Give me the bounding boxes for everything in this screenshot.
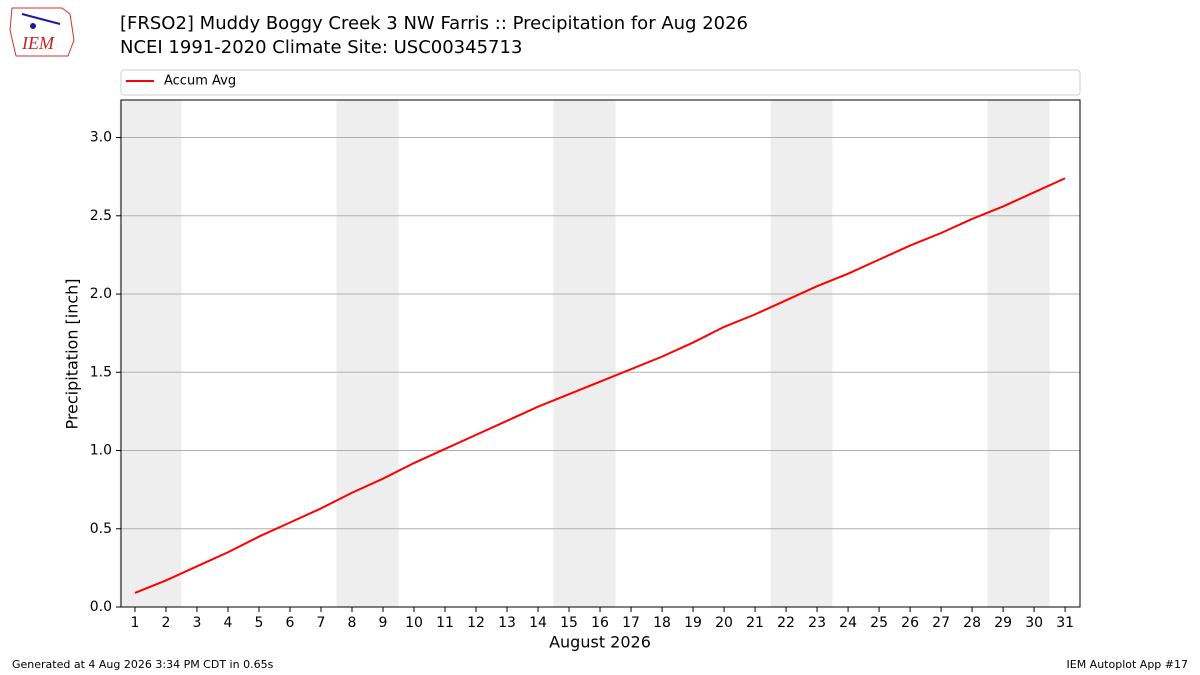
x-tick-label: 13 — [498, 615, 516, 631]
x-tick-label: 29 — [994, 615, 1012, 631]
y-tick-label: 0.0 — [90, 599, 112, 615]
x-tick-label: 17 — [622, 615, 640, 631]
weekend-shade — [336, 100, 399, 607]
x-tick-label: 20 — [715, 615, 733, 631]
weekend-shade — [770, 100, 833, 607]
x-tick-label: 24 — [839, 615, 857, 631]
x-tick-label: 8 — [348, 615, 357, 631]
x-tick-label: 14 — [529, 615, 547, 631]
chart-title: [FRSO2] Muddy Boggy Creek 3 NW Farris ::… — [120, 13, 748, 34]
x-tick-label: 25 — [870, 615, 888, 631]
x-tick-label: 6 — [286, 615, 295, 631]
logo-text: IEM — [21, 33, 55, 53]
y-tick-label: 1.5 — [90, 364, 112, 380]
x-tick-label: 22 — [777, 615, 795, 631]
weekend-shade — [987, 100, 1050, 607]
y-tick-label: 2.0 — [90, 286, 112, 302]
x-tick-label: 15 — [560, 615, 578, 631]
plot-frame — [120, 99, 1081, 608]
x-tick-label: 3 — [193, 615, 202, 631]
x-tick-label: 9 — [379, 615, 388, 631]
x-tick-label: 26 — [901, 615, 919, 631]
y-tick-label: 1.0 — [90, 443, 112, 459]
x-tick-label: 5 — [255, 615, 264, 631]
legend-box — [120, 69, 1081, 96]
y-tick-label: 3.0 — [90, 130, 112, 146]
x-tick-label: 16 — [591, 615, 609, 631]
x-tick-label: 10 — [405, 615, 423, 631]
legend-label: Accum Avg — [164, 74, 236, 89]
x-tick-label: 19 — [684, 615, 702, 631]
x-tick-label: 7 — [317, 615, 326, 631]
x-tick-label: 4 — [224, 615, 233, 631]
x-tick-label: 28 — [963, 615, 981, 631]
x-tick-label: 30 — [1025, 615, 1043, 631]
weekend-shade — [119, 100, 182, 607]
y-tick-label: 2.5 — [90, 208, 112, 224]
footer-right: IEM Autoplot App #17 — [1067, 658, 1189, 671]
x-tick-label: 27 — [932, 615, 950, 631]
weekend-shade — [553, 100, 616, 607]
x-tick-label: 31 — [1056, 615, 1074, 631]
x-tick-label: 18 — [653, 615, 671, 631]
x-tick-label: 21 — [746, 615, 764, 631]
chart-subtitle: NCEI 1991-2020 Climate Site: USC00345713 — [120, 37, 522, 58]
x-tick-label: 12 — [467, 615, 485, 631]
y-axis-label: Precipitation [inch] — [63, 278, 82, 429]
x-tick-label: 1 — [130, 615, 139, 631]
x-tick-label: 11 — [436, 615, 454, 631]
x-tick-label: 2 — [161, 615, 170, 631]
footer-left: Generated at 4 Aug 2026 3:34 PM CDT in 0… — [12, 658, 274, 671]
x-tick-label: 23 — [808, 615, 826, 631]
line-series — [134, 177, 1066, 594]
x-axis-label: August 2026 — [549, 633, 651, 652]
y-tick-label: 0.5 — [90, 521, 112, 537]
logo: IEM — [9, 7, 75, 57]
